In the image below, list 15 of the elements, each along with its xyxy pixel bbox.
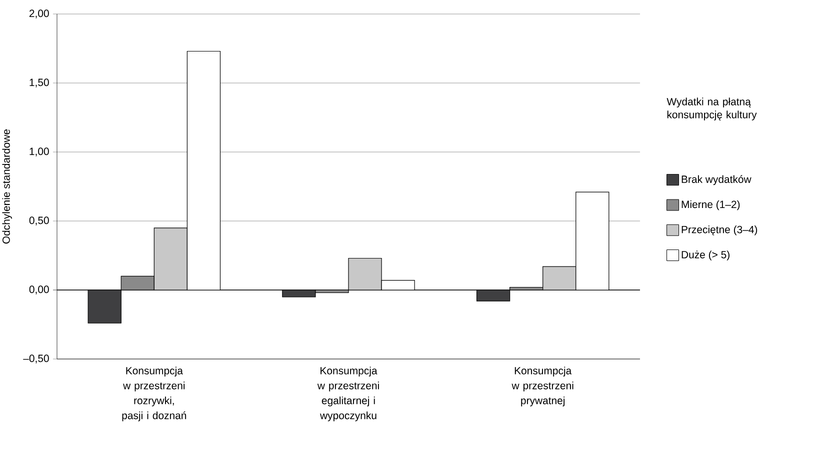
x-tick-label: Konsumpcja w przestrzeni egalitarnej i wypoczynku bbox=[317, 366, 379, 422]
x-tick-label: Konsumpcja w przestrzeni prywatnej bbox=[512, 366, 574, 406]
x-tick-label: Konsumpcja w przestrzeni rozrywki, pasji i doznań bbox=[122, 366, 186, 422]
y-tick-label: 2,00 bbox=[29, 10, 49, 18]
y-tick-label: 0,00 bbox=[29, 286, 49, 294]
legend-label: Duże (> 5) bbox=[682, 250, 730, 260]
legend-label: Brak wydatków bbox=[682, 175, 752, 186]
y-tick-label: 1,50 bbox=[30, 78, 49, 88]
legend-label: Mierne (1–2) bbox=[682, 200, 740, 210]
y-tick-label: –0,50 bbox=[23, 354, 49, 364]
y-axis-title: Odchylenie standardowe bbox=[2, 129, 12, 244]
legend-label: Przeciętne (3–4) bbox=[682, 226, 758, 236]
y-tick-label: 1,00 bbox=[30, 148, 49, 156]
y-tick-label: 0,50 bbox=[29, 216, 49, 226]
legend-title: Wydatki na płatną konsumpcję kultury bbox=[666, 98, 757, 120]
